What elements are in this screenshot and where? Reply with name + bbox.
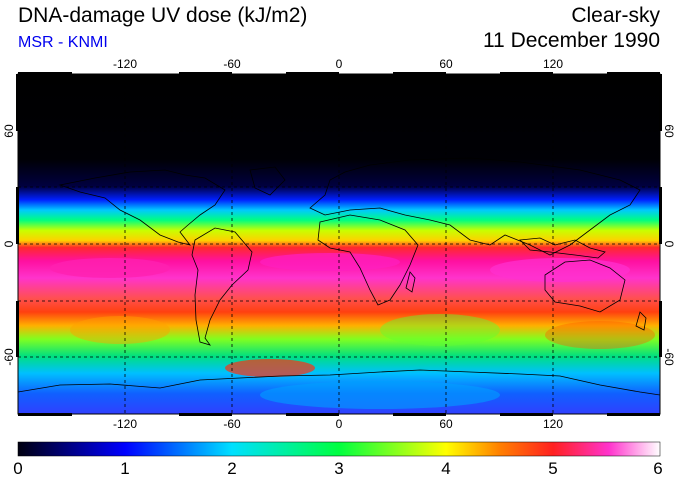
lat-ticks-right: 60 0 -60	[662, 124, 676, 366]
colorbar-tick-label: 5	[548, 459, 558, 478]
lat-tick-right: 0	[662, 241, 676, 248]
lon-tick-bottom: -120	[113, 417, 137, 431]
coast-madagascar	[405, 271, 416, 293]
date-label: 11 December 1990	[482, 29, 660, 52]
lon-tick-top: 0	[336, 57, 343, 71]
lat-ticks-left: 60 0 -60	[2, 124, 16, 366]
coast-north-america	[58, 169, 226, 246]
lat-tick-left: -60	[2, 348, 16, 366]
sky-condition-label: Clear-sky	[571, 4, 660, 27]
coast-africa	[317, 214, 419, 306]
colorbar-tick-label: 2	[227, 459, 237, 478]
lon-tick-bottom: 60	[439, 417, 453, 431]
colorbar-tick-label: 3	[334, 459, 344, 478]
lat-tick-left: 60	[2, 124, 16, 138]
lat-tick-right: 60	[662, 124, 676, 138]
colorbar-tick-label: 1	[120, 459, 130, 478]
coast-south-america	[191, 227, 253, 346]
coast-indonesia	[519, 237, 606, 259]
lon-tick-bottom: -60	[223, 417, 241, 431]
lat-tick-right: -60	[662, 348, 676, 366]
lon-tick-bottom: 0	[336, 417, 343, 431]
lon-tick-top: 60	[439, 57, 453, 71]
colorbar	[17, 441, 661, 457]
map-frame	[16, 72, 662, 416]
map-title: DNA-damage UV dose (kJ/m2)	[18, 4, 308, 27]
lon-tick-top: 120	[543, 57, 563, 71]
coast-europe-asia	[309, 157, 641, 256]
colorbar-tick-label: 0	[13, 459, 23, 478]
colorbar-tick-label: 4	[441, 459, 451, 478]
coastlines	[18, 157, 660, 396]
lon-ticks-top: -120 -60 0 60 120	[113, 57, 563, 71]
source-label: MSR - KNMI	[18, 34, 108, 51]
coast-greenland	[249, 166, 286, 196]
dose-patches	[50, 253, 655, 409]
colorbar-tick-label: 6	[653, 459, 663, 478]
coast-antarctica	[18, 369, 660, 396]
lon-tick-top: -60	[223, 57, 241, 71]
lat-tick-left: 0	[2, 240, 16, 247]
coast-australia	[544, 259, 626, 313]
lon-ticks-bottom: -120 -60 0 60 120	[113, 417, 563, 431]
graticule	[18, 74, 660, 414]
lon-tick-bottom: 120	[543, 417, 563, 431]
lon-tick-top: -120	[113, 57, 137, 71]
coast-new-zealand	[635, 311, 647, 331]
